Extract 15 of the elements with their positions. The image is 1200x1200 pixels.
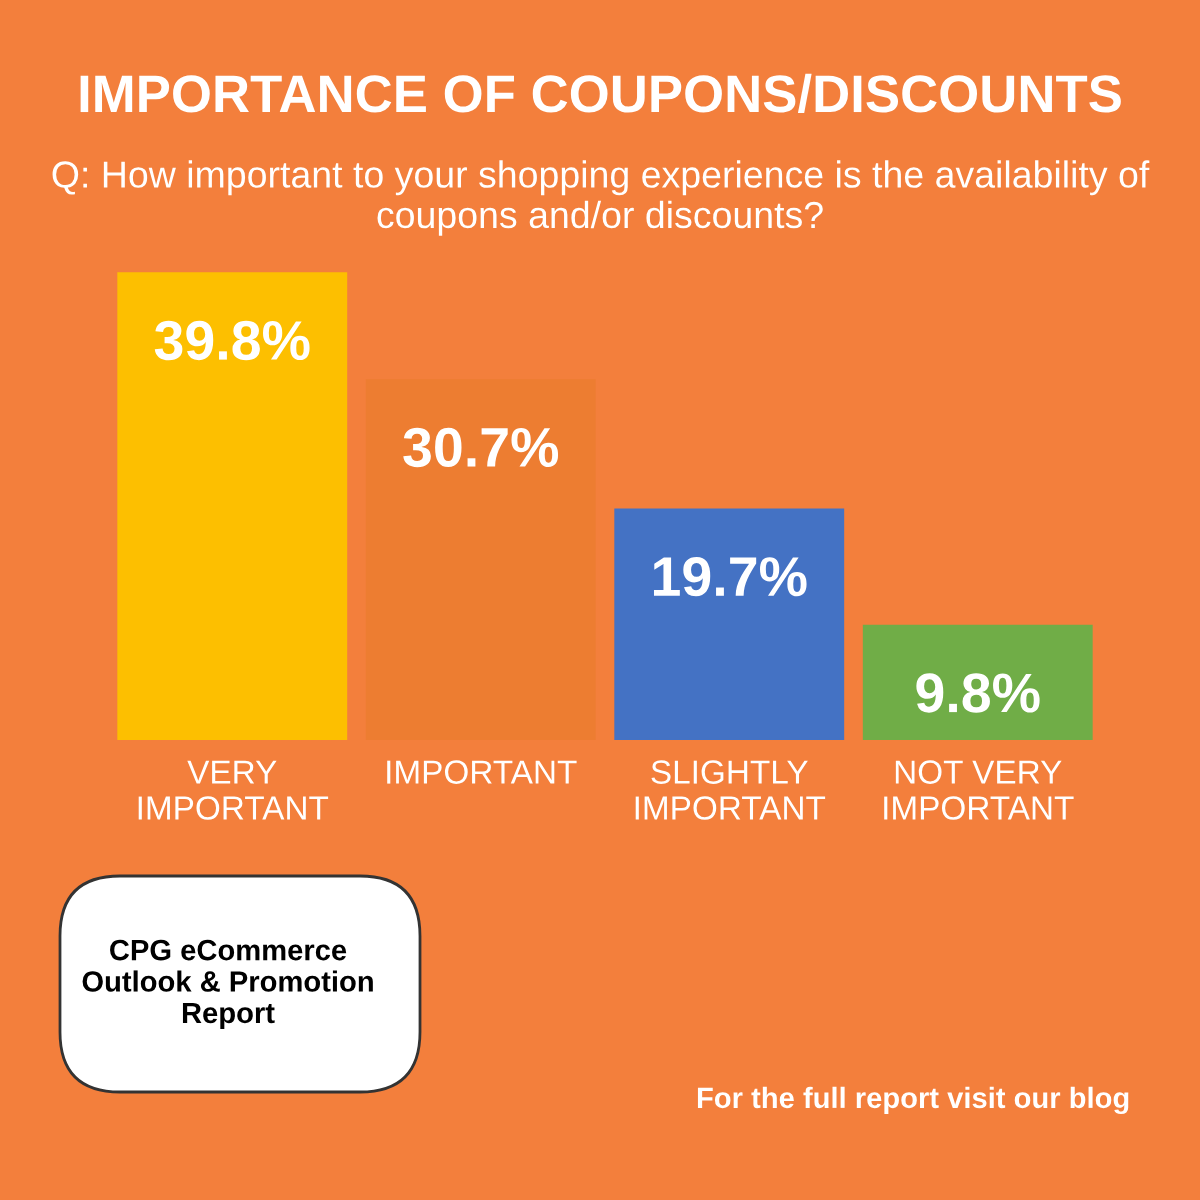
chart-title: IMPORTANCE OF COUPONS/DISCOUNTS bbox=[80, 73, 1121, 114]
data-label: 9.8% bbox=[916, 673, 1040, 713]
bar bbox=[117, 272, 348, 740]
x-tick-label: VERY IMPORTANT bbox=[138, 760, 329, 820]
x-tick-label: SLIGHTLY IMPORTANT bbox=[635, 760, 826, 820]
x-tick-label: NOT VERY IMPORTANT bbox=[884, 760, 1074, 820]
bar bbox=[614, 508, 845, 740]
data-label: 39.8% bbox=[154, 320, 310, 361]
text: For the full report visit our blog bbox=[697, 1086, 1129, 1115]
chart-subtitle: Q: How important to your shopping experience is the availability of coupons and/or discounts? bbox=[52, 160, 1150, 236]
data-label: 19.7% bbox=[653, 556, 807, 597]
data-label: 30.7% bbox=[403, 427, 559, 468]
text: CPG eCommerce Outlook & Promotion Report bbox=[82, 939, 373, 1030]
bar bbox=[862, 624, 1093, 740]
x-tick-label: IMPORTANT bbox=[387, 760, 577, 784]
